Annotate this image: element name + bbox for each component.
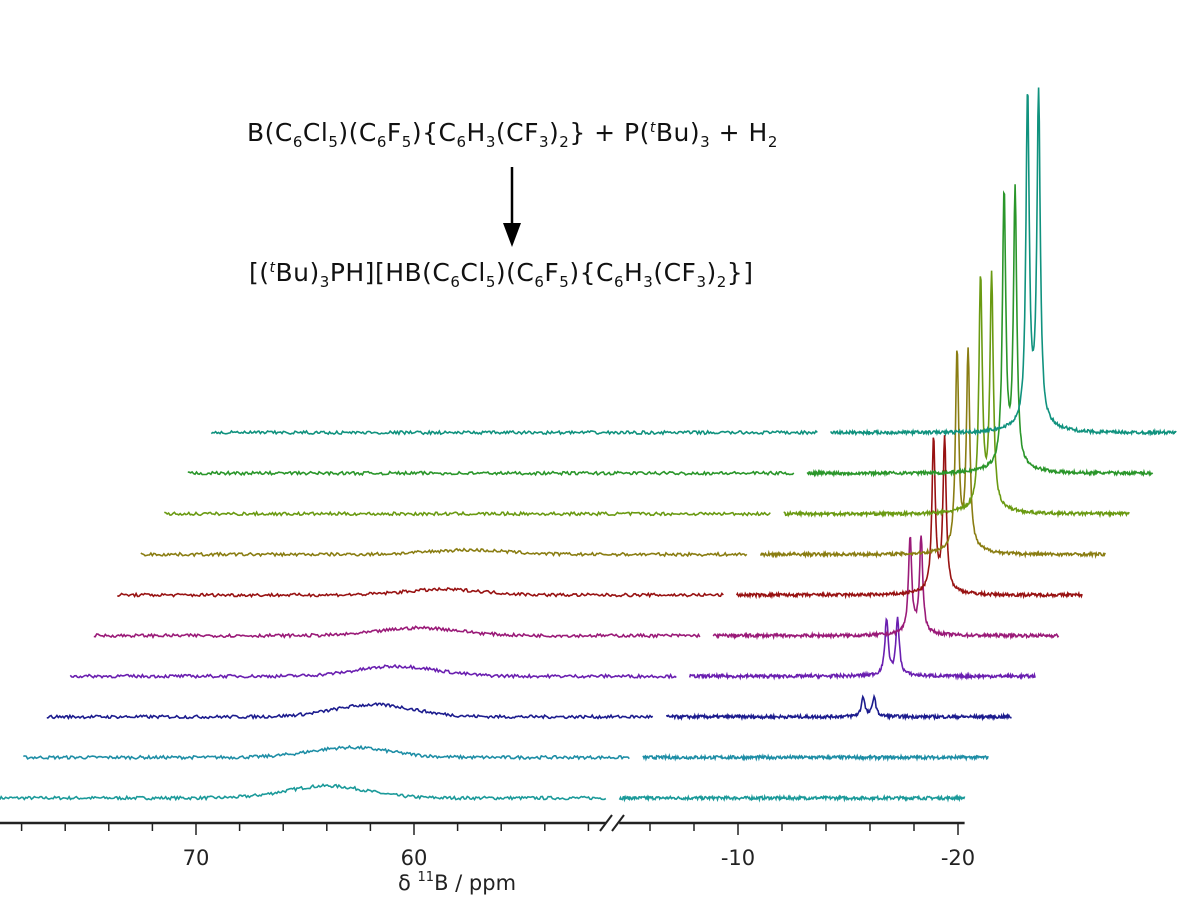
spectrum-trace-7 bbox=[759, 347, 1106, 559]
formula-subscript: 5 bbox=[559, 273, 570, 291]
spectrum-trace-2 bbox=[642, 752, 989, 762]
tick-label: 60 bbox=[401, 846, 428, 870]
formula-subscript: 3 bbox=[319, 273, 330, 291]
spectrum-trace-8 bbox=[783, 270, 1130, 519]
formula-text: ){C bbox=[411, 118, 457, 147]
x-axis-title-delta: δ bbox=[398, 871, 418, 895]
reactants-equation: B(C6Cl5)(C6F5){C6H3(CF3)2} + P(tBu)3 + H… bbox=[247, 118, 778, 151]
formula-text: )(C bbox=[338, 118, 377, 147]
spectrum-trace-9 bbox=[187, 470, 795, 477]
formula-subscript: 2 bbox=[559, 133, 570, 151]
formula-subscript: 6 bbox=[613, 273, 624, 291]
formula-text: Bu) bbox=[655, 118, 701, 147]
formula-text: F bbox=[386, 118, 402, 147]
tick-label: 70 bbox=[183, 846, 210, 870]
formula-subscript: 6 bbox=[456, 133, 467, 151]
spectrum-trace-4 bbox=[688, 616, 1036, 681]
spectrum-trace-10 bbox=[830, 87, 1177, 437]
spectrum-trace-9 bbox=[806, 184, 1154, 478]
spectrum-trace-5 bbox=[712, 535, 1060, 641]
formula-text: (CF bbox=[495, 118, 539, 147]
down-arrow-icon bbox=[503, 167, 521, 247]
spectrum-trace-4 bbox=[69, 663, 677, 680]
spectrum-trace-6 bbox=[735, 435, 1083, 600]
formula-text: } + P( bbox=[569, 118, 650, 147]
formula-subscript: 3 bbox=[485, 133, 496, 151]
formula-subscript: 3 bbox=[700, 133, 711, 151]
spectrum-trace-5 bbox=[93, 625, 701, 639]
x-axis: 70 60 -10 -20 bbox=[0, 814, 975, 870]
x-axis-title-unit: B / ppm bbox=[434, 871, 517, 895]
formula-text: Bu) bbox=[275, 258, 320, 287]
spectrum-trace-6 bbox=[117, 586, 724, 599]
formula-subscript: 6 bbox=[292, 133, 303, 151]
formula-text: H bbox=[623, 258, 644, 287]
products-equation: [(tBu)3PH][HB(C6Cl5)(C6F5){C6H3(CF3)2}] bbox=[249, 258, 753, 291]
formula-text: Cl bbox=[302, 118, 329, 147]
formula-subscript: 2 bbox=[767, 133, 778, 151]
formula-text: + H bbox=[710, 118, 768, 147]
formula-text: (CF bbox=[653, 258, 697, 287]
formula-text: )(C bbox=[495, 258, 535, 287]
formula-subscript: 6 bbox=[376, 133, 387, 151]
formula-subscript: 2 bbox=[716, 273, 727, 291]
formula-text: F bbox=[544, 258, 560, 287]
formula-text: ) bbox=[549, 118, 560, 147]
formula-text: ){C bbox=[569, 258, 614, 287]
formula-subscript: 3 bbox=[696, 273, 707, 291]
formula-text: }] bbox=[726, 258, 754, 287]
formula-text: B(C bbox=[247, 118, 293, 147]
spectrum-trace-10 bbox=[210, 429, 818, 436]
formula-subscript: 6 bbox=[534, 273, 545, 291]
formula-subscript: 3 bbox=[538, 133, 549, 151]
formula-text: H bbox=[466, 118, 486, 147]
spectrum-trace-2 bbox=[23, 744, 630, 761]
tick-label: -20 bbox=[941, 846, 975, 870]
formula-subscript: 6 bbox=[450, 273, 461, 291]
axis-break-mark bbox=[599, 814, 613, 832]
formula-text: PH][HB(C bbox=[329, 258, 451, 287]
formula-subscript: 5 bbox=[401, 133, 412, 151]
tick-label: -10 bbox=[721, 846, 755, 870]
formula-subscript: 5 bbox=[485, 273, 496, 291]
formula-superscript: t bbox=[269, 260, 276, 276]
formula-text: ) bbox=[706, 258, 717, 287]
formula-subscript: 3 bbox=[643, 273, 654, 291]
axis-break-mark bbox=[611, 814, 625, 832]
spectra-traces bbox=[0, 87, 1177, 803]
formula-superscript: t bbox=[649, 120, 656, 136]
spectrum-trace-3 bbox=[46, 702, 654, 721]
formula-text: [( bbox=[249, 258, 270, 287]
x-axis-title: δ 11B / ppm bbox=[398, 870, 516, 895]
spectrum-trace-7 bbox=[140, 547, 748, 558]
spectrum-trace-8 bbox=[164, 510, 771, 517]
spectrum-trace-1 bbox=[618, 793, 966, 803]
spectrum-trace-1 bbox=[0, 783, 607, 802]
spectrum-trace-3 bbox=[665, 693, 1012, 722]
x-axis-title-isotope-mass: 11 bbox=[417, 870, 435, 885]
formula-subscript: 5 bbox=[328, 133, 339, 151]
formula-text: Cl bbox=[460, 258, 486, 287]
